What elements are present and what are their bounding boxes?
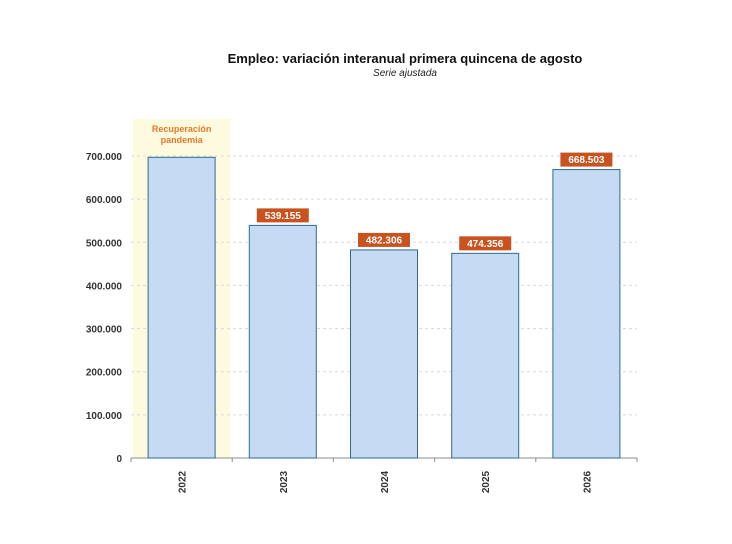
bar <box>248 224 317 459</box>
data-label-box <box>459 236 512 251</box>
chart-subtitle: Serie ajustada <box>373 68 437 79</box>
data-label: 668.503 <box>568 155 605 166</box>
y-tick-label: 200.000 <box>86 368 123 379</box>
data-label-box <box>560 152 613 167</box>
annotation-text: Recuperación <box>152 124 212 134</box>
data-label: 539.155 <box>265 211 302 222</box>
y-tick-label: 0 <box>116 454 122 465</box>
x-tick-label: 2025 <box>481 470 492 493</box>
x-tick-label: 2023 <box>279 470 290 493</box>
y-tick-label: 600.000 <box>86 195 123 206</box>
x-tick-label: 2024 <box>380 470 391 493</box>
y-tick-label: 300.000 <box>86 325 123 336</box>
x-tick-label: 2022 <box>178 470 189 493</box>
bar <box>350 249 418 459</box>
data-label: 482.306 <box>366 235 403 246</box>
bar-layer <box>147 156 621 459</box>
y-tick-label: 400.000 <box>86 281 123 292</box>
bar <box>451 252 520 459</box>
chart-title: Empleo: variación interanual primera qui… <box>227 51 583 66</box>
x-tick-label: 2026 <box>582 470 593 493</box>
annotation-text: pandemia <box>161 135 204 145</box>
data-label-box <box>358 232 410 247</box>
y-tick-label: 500.000 <box>86 238 123 249</box>
y-tick-label: 700.000 <box>86 152 123 163</box>
bar <box>552 169 621 459</box>
data-label-box <box>256 208 309 223</box>
y-tick-label: 100.000 <box>86 411 123 422</box>
bar <box>147 156 216 459</box>
data-label: 474.356 <box>467 239 504 250</box>
